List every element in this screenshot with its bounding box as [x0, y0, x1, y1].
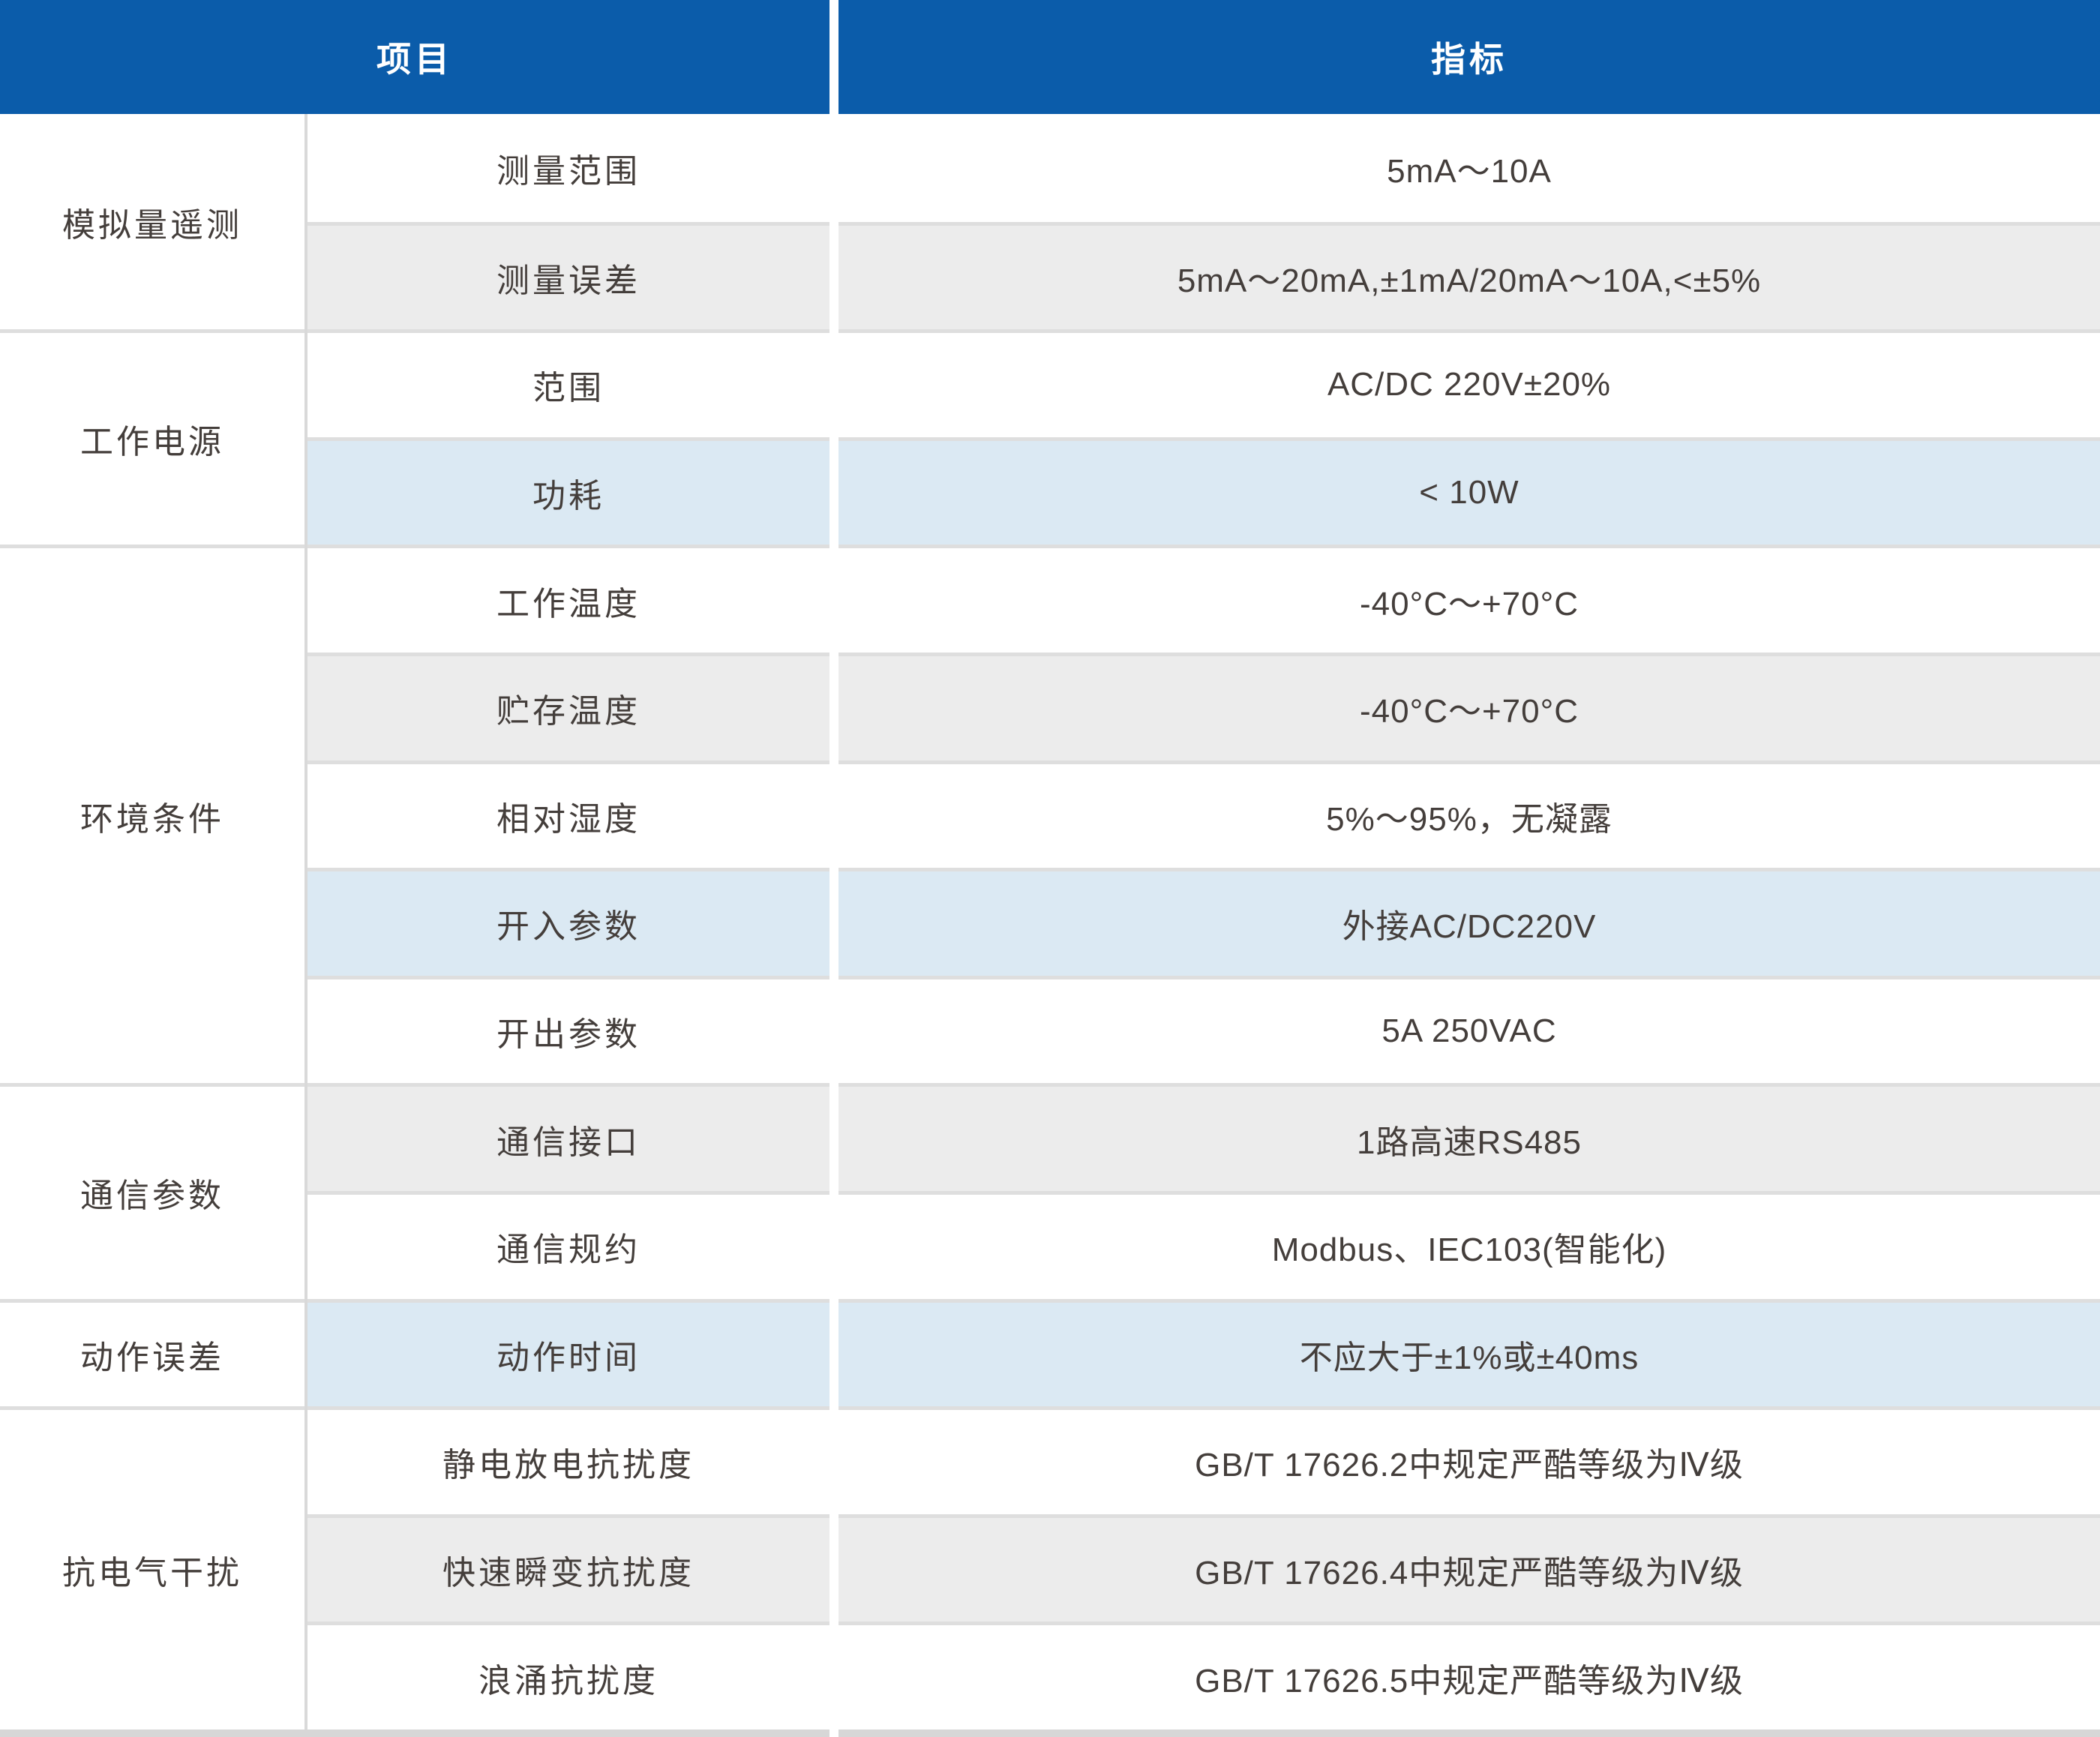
value-cell: GB/T 17626.5中规定严酷等级为Ⅳ级: [838, 1622, 2100, 1730]
value-cell: 不应大于±1%或±40ms: [838, 1298, 2100, 1407]
value-cell: 1路高速RS485: [838, 1083, 2100, 1191]
item-cell: 功耗: [308, 436, 830, 545]
item-cell: 通信接口: [308, 1083, 830, 1191]
value-cell: 5mA～10A: [838, 114, 2100, 222]
bottom-border-left: [0, 1729, 830, 1737]
group-cell: 动作误差: [0, 1298, 304, 1407]
column-divider: [304, 114, 308, 1730]
item-cell: 范围: [308, 329, 830, 437]
group-cell: 环境条件: [0, 544, 304, 1084]
value-cell: GB/T 17626.2中规定严酷等级为Ⅳ级: [838, 1406, 2100, 1514]
item-cell: 通信规约: [308, 1190, 830, 1299]
item-cell: 开出参数: [308, 975, 830, 1084]
value-cell: 外接AC/DC220V: [838, 868, 2100, 976]
item-cell: 动作时间: [308, 1298, 830, 1407]
value-cell: < 10W: [838, 436, 2100, 545]
header-indicator-label: 指标: [1431, 40, 1508, 79]
item-cell: 静电放电抗扰度: [308, 1406, 830, 1514]
header-item-column: 项目: [0, 0, 830, 114]
item-cell: 相对湿度: [308, 760, 830, 868]
header-item-label: 项目: [376, 40, 453, 79]
group-cell: 通信参数: [0, 1083, 304, 1299]
value-cell: 5%～95%，无凝露: [838, 760, 2100, 868]
value-cell: Modbus、IEC103(智能化): [838, 1190, 2100, 1299]
value-cell: -40°C～+70°C: [838, 544, 2100, 652]
header-indicator-column: 指标: [838, 0, 2100, 114]
group-cell: 模拟量遥测: [0, 114, 304, 330]
value-cell: 5mA～20mA,±1mA/20mA～10A,<±5%: [838, 221, 2100, 330]
item-cell: 测量范围: [308, 114, 830, 222]
value-cell: -40°C～+70°C: [838, 652, 2100, 760]
item-cell: 工作温度: [308, 544, 830, 652]
item-cell: 浪涌抗扰度: [308, 1622, 830, 1730]
group-cell: 工作电源: [0, 329, 304, 545]
bottom-border-right: [838, 1729, 2100, 1737]
item-cell: 开入参数: [308, 868, 830, 976]
item-cell: 快速瞬变抗扰度: [308, 1514, 830, 1622]
item-cell: 贮存温度: [308, 652, 830, 760]
group-cell: 抗电气干扰: [0, 1406, 304, 1730]
value-cell: GB/T 17626.4中规定严酷等级为Ⅳ级: [838, 1514, 2100, 1622]
value-cell: AC/DC 220V±20%: [838, 329, 2100, 437]
value-cell: 5A 250VAC: [838, 975, 2100, 1084]
item-cell: 测量误差: [308, 221, 830, 330]
